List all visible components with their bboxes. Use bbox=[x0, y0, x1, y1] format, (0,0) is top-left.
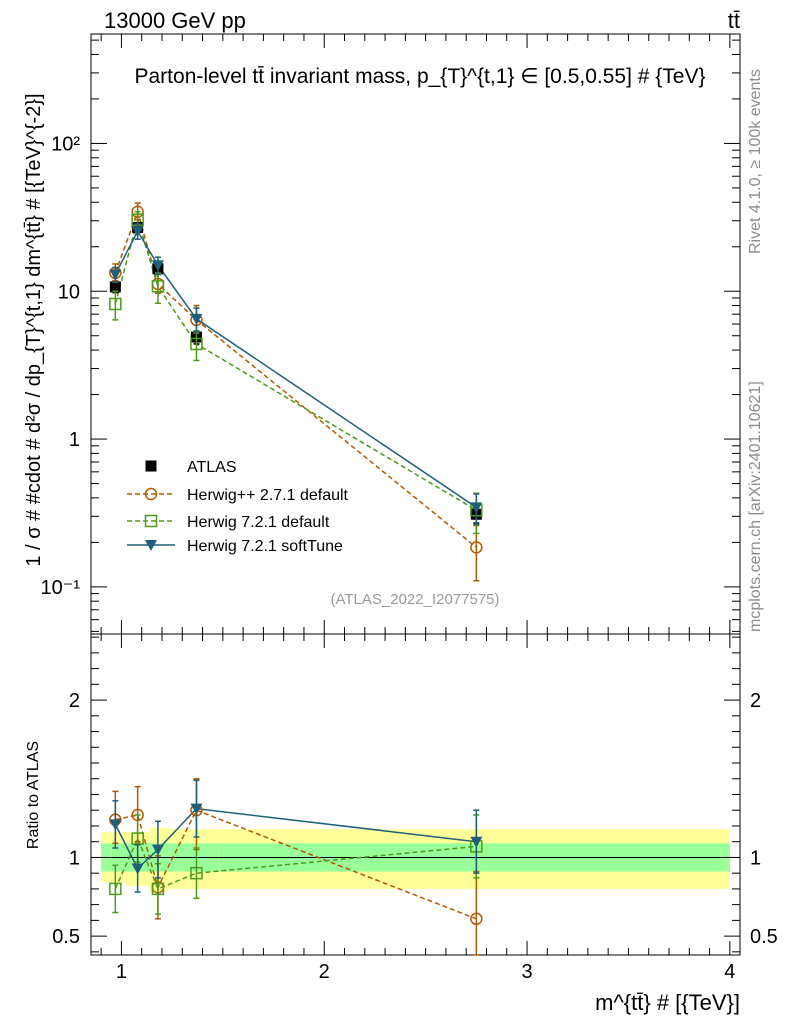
y-tick-label-main: 10⁻¹ bbox=[41, 577, 81, 599]
legend-label-herwig-7-2-1-default: Herwig 7.2.1 default bbox=[187, 514, 330, 531]
legend-marker-herwig-7-2-1-softtune bbox=[145, 540, 157, 551]
ratio-point-herwig-7-2-1-default bbox=[131, 832, 144, 845]
y-tick-label-ratio-right: 2 bbox=[750, 690, 761, 712]
point-herwig-7-2-1-softtune bbox=[151, 260, 164, 272]
tick-labels: 1 2 3 4 10⁻¹ 1 10 10² 0.5 0.5 1 1 2 2 bbox=[41, 133, 778, 983]
y-tick-label-ratio-left: 1 bbox=[69, 847, 80, 869]
series-lines bbox=[114, 209, 477, 920]
y-tick-label-ratio-left: 0.5 bbox=[52, 926, 80, 948]
point-herwig-2-7-1-default bbox=[470, 541, 483, 554]
ratio-point-herwig-7-2-1-default bbox=[151, 882, 165, 896]
analysis-watermark: (ATLAS_2022_I2077575) bbox=[330, 591, 499, 608]
collision-label: 13000 GeV pp bbox=[104, 8, 246, 33]
ratio-point-herwig-7-2-1-softtune bbox=[470, 836, 483, 848]
mcplots-label: mcplots.cern.ch [arXiv:2401.10621] bbox=[747, 381, 764, 632]
ratio-point-herwig-7-2-1-default bbox=[190, 866, 203, 880]
line-herwig-7-2-1-default bbox=[114, 216, 477, 511]
y-tick-label-ratio-right: 1 bbox=[750, 847, 761, 869]
point-herwig-7-2-1-softtune bbox=[190, 313, 203, 325]
point-herwig-7-2-1-softtune bbox=[109, 269, 122, 281]
x-tick-label: 4 bbox=[724, 961, 735, 983]
x-tick-label: 1 bbox=[116, 961, 127, 983]
line-herwig-7-2-1-softtune bbox=[114, 229, 477, 509]
y-axis-label: 1 / σ # #cdot # d²σ / dp_{T}^{t,1} dm^{t… bbox=[23, 93, 45, 566]
legend: ATLAS Herwig++ 2.7.1 default Herwig 7.2.1 … bbox=[127, 459, 349, 555]
series-markers bbox=[109, 202, 483, 956]
legend-marker-herwig-2-7-1-default bbox=[144, 487, 158, 501]
y-tick-label-main: 1 bbox=[69, 429, 80, 451]
ratio-point-herwig-7-2-1-softtune bbox=[190, 803, 203, 815]
ratio-panel-frame bbox=[90, 633, 741, 956]
y-tick-label-main: 10² bbox=[51, 133, 80, 155]
ratio-point-herwig-7-2-1-softtune bbox=[109, 819, 122, 831]
plot-title: Parton-level tt̄ invariant mass, p_{T}^{… bbox=[135, 65, 706, 88]
process-label: tt̄ bbox=[728, 8, 740, 33]
rivet-version-label: Rivet 4.1.0, ≥ 100k events bbox=[747, 69, 764, 254]
y-tick-label-ratio-left: 2 bbox=[69, 690, 80, 712]
x-tick-label: 2 bbox=[319, 961, 330, 983]
legend-marker-atlas bbox=[145, 460, 157, 472]
uncertainty-bands bbox=[91, 827, 740, 893]
ratio-point-herwig-7-2-1-softtune bbox=[151, 844, 164, 856]
point-herwig-7-2-1-default bbox=[151, 280, 165, 293]
x-axis-label: m^{tt̄} # [{TeV}] bbox=[595, 990, 740, 1015]
legend-label-herwig-7-2-1-softtune: Herwig 7.2.1 softTune bbox=[187, 538, 343, 555]
legend-marker-herwig-7-2-1-default bbox=[144, 514, 158, 528]
ratio-point-herwig-7-2-1-default bbox=[109, 882, 122, 896]
ratio-point-herwig-7-2-1-softtune bbox=[131, 863, 144, 875]
legend-label-atlas: ATLAS bbox=[187, 459, 237, 476]
axis-ticks bbox=[91, 34, 740, 955]
x-tick-label: 3 bbox=[521, 961, 532, 983]
y-tick-label-ratio-right: 0.5 bbox=[750, 926, 778, 948]
point-herwig-7-2-1-softtune bbox=[470, 502, 483, 514]
legend-label-herwig-2-7-1-default: Herwig++ 2.7.1 default bbox=[187, 487, 349, 504]
y-tick-label-main: 10 bbox=[58, 281, 80, 303]
point-atlas bbox=[109, 281, 121, 293]
ratio-point-herwig-2-7-1-default bbox=[470, 912, 483, 926]
point-herwig-7-2-1-default bbox=[190, 337, 203, 351]
point-herwig-7-2-1-softtune bbox=[131, 226, 144, 238]
ratio-y-axis-label: Ratio to ATLAS bbox=[25, 741, 42, 849]
point-herwig-7-2-1-default bbox=[109, 297, 122, 311]
